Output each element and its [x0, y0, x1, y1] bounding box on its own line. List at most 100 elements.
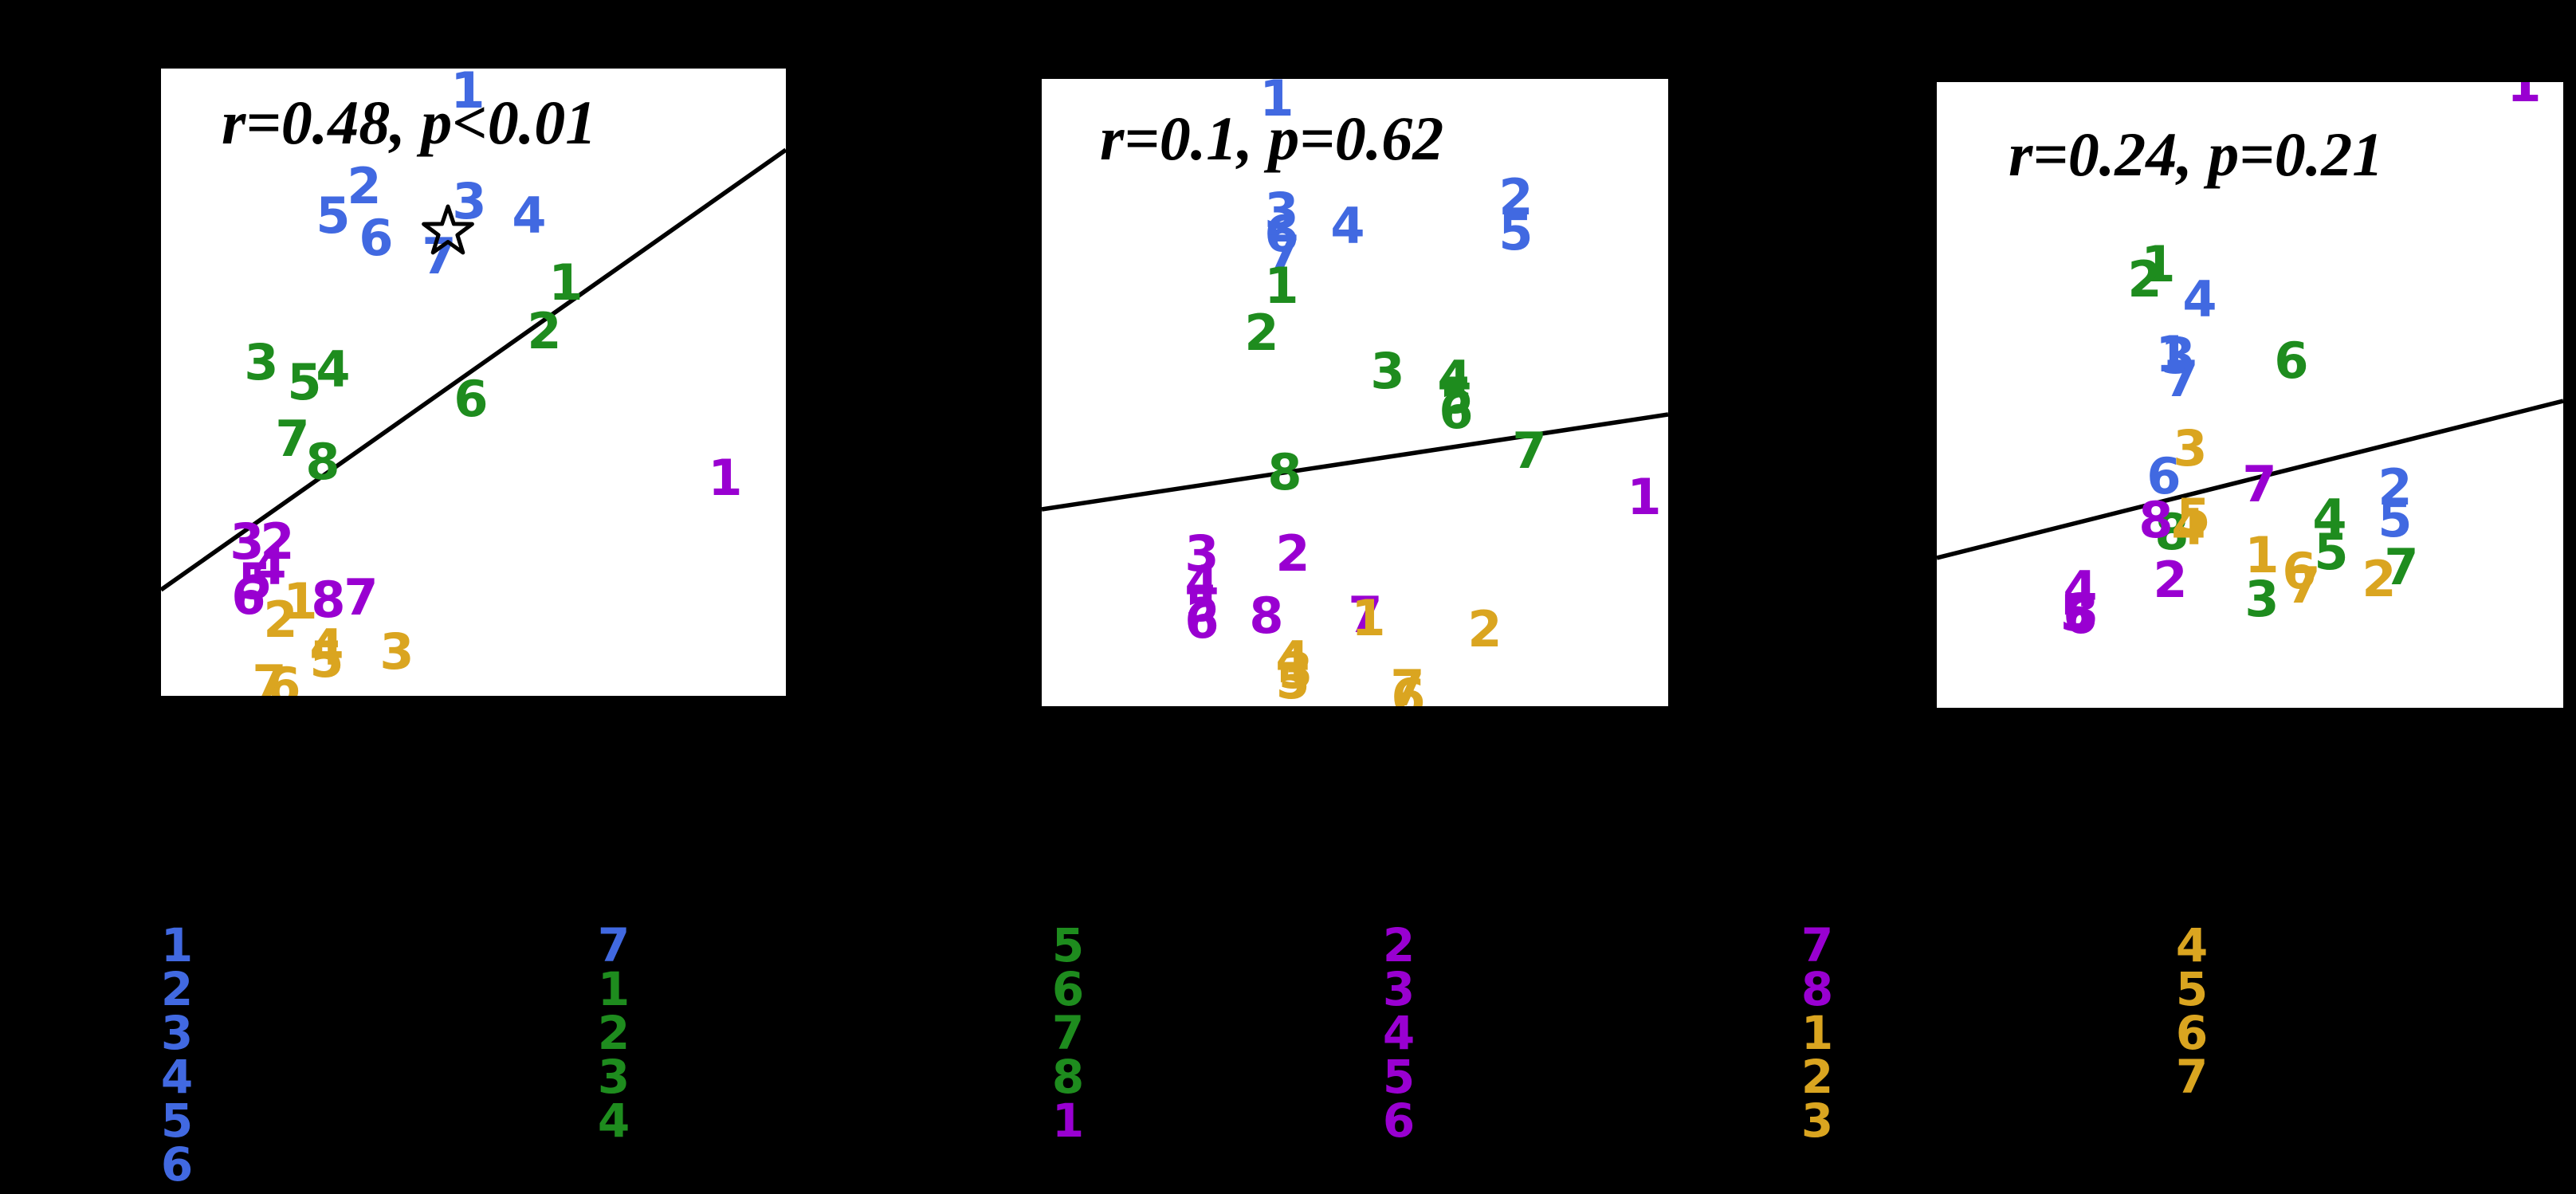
data-point-marker: 4	[2171, 498, 2206, 556]
data-point-marker: 5	[316, 187, 351, 245]
data-point-marker: 2	[1275, 524, 1310, 583]
data-point-marker: 7	[2242, 455, 2277, 513]
data-point-marker: 1	[548, 253, 583, 312]
data-point-marker: 5	[1184, 575, 1219, 633]
legend-item: 6	[2175, 1006, 2209, 1060]
legend-item: 6	[160, 1137, 194, 1192]
legend-item: 3	[160, 1006, 194, 1060]
data-point-marker: 4	[2312, 489, 2347, 547]
star-marker-icon	[422, 204, 474, 255]
data-point-marker: 8	[311, 571, 346, 629]
legend-item: 8	[1800, 962, 1834, 1016]
data-point-marker: 4	[1330, 197, 1365, 255]
data-point-marker: 2	[1244, 304, 1279, 362]
regression-line	[1042, 412, 1668, 512]
data-point-marker: 4	[309, 619, 344, 677]
data-point-marker: 6	[2146, 447, 2181, 505]
data-point-marker: 1	[708, 449, 743, 507]
data-point-marker: 5	[2378, 490, 2413, 548]
data-point-marker: 1	[2244, 526, 2280, 584]
data-point-marker: 2	[2127, 250, 2162, 308]
data-point-marker: 3	[1264, 182, 1299, 240]
data-point-marker: 3	[1278, 642, 1314, 700]
legend-item: 5	[2175, 962, 2209, 1016]
legend-item: 2	[160, 962, 194, 1016]
data-point-marker: 2	[1498, 168, 1533, 226]
data-point-marker: 2	[2153, 551, 2188, 609]
data-point-marker: 3	[2244, 570, 2280, 628]
legend-item: 8	[1051, 1050, 1085, 1104]
data-point-marker: 1	[2155, 325, 2190, 383]
data-point-marker: 3	[2173, 419, 2208, 477]
data-point-marker: 3	[452, 172, 487, 230]
regression-line	[1937, 399, 2563, 560]
legend-item: 7	[597, 918, 630, 972]
legend-item: 6	[1051, 962, 1085, 1016]
data-point-marker: 5	[1498, 203, 1533, 261]
correlation-stats-label: r=0.1, p=0.62	[1100, 104, 1444, 173]
data-point-marker: 7	[422, 227, 457, 285]
data-point-marker: 2	[260, 513, 295, 571]
data-point-marker: 2	[1467, 600, 1502, 658]
data-point-marker: 1	[283, 572, 318, 630]
legend-item: 1	[160, 918, 194, 972]
legend-item: 1	[597, 962, 630, 1016]
data-point-marker: 3	[244, 333, 279, 391]
legend-item: 4	[597, 1094, 630, 1148]
legend-item: 6	[1382, 1094, 1416, 1148]
data-point-marker: 1	[1627, 468, 1662, 526]
data-point-marker: 7	[2384, 538, 2419, 596]
data-point-marker: 7	[1348, 586, 1383, 644]
legend-item: 2	[1382, 918, 1416, 972]
data-point-marker: 3	[1184, 524, 1219, 583]
data-point-marker: 6	[231, 568, 266, 626]
data-point-marker: 4	[2182, 270, 2217, 328]
data-point-marker: 5	[2314, 523, 2349, 581]
correlation-stats-label: r=0.24, p=0.21	[2009, 120, 2384, 189]
data-point-marker: 5	[2060, 584, 2095, 642]
data-point-marker: 3	[1370, 342, 1405, 400]
data-point-marker: 1	[1351, 589, 1386, 647]
data-point-marker: 6	[2274, 332, 2309, 390]
data-point-marker: 8	[2138, 491, 2174, 549]
data-point-marker: 1	[2507, 82, 2542, 113]
data-point-marker: 2	[263, 591, 298, 649]
data-point-marker: 2	[2362, 550, 2397, 608]
data-point-marker: 5	[1275, 652, 1310, 706]
legend-item: 4	[2175, 918, 2209, 972]
data-point-marker: 2	[2378, 458, 2413, 516]
legend-item: 1	[1051, 1094, 1085, 1148]
legend-item: 3	[597, 1050, 630, 1104]
data-point-marker: 6	[359, 209, 394, 267]
data-point-marker: 3	[2161, 327, 2196, 385]
data-point-marker: 7	[275, 410, 310, 468]
data-point-marker: 4	[1184, 555, 1219, 613]
data-point-marker: 6	[1264, 205, 1299, 263]
data-point-marker: 3	[379, 623, 414, 681]
data-point-marker: 4	[512, 187, 547, 245]
data-point-marker: 8	[2154, 503, 2189, 561]
legend-item: 2	[597, 1006, 630, 1060]
data-point-marker: 8	[305, 433, 340, 491]
data-point-marker: 1	[2141, 235, 2176, 293]
legend-item: 5	[1382, 1050, 1416, 1104]
data-point-marker: 3	[2064, 583, 2099, 641]
data-point-marker: 2	[527, 302, 562, 360]
data-point-marker: 6	[1184, 591, 1219, 650]
legend-item: 5	[1051, 918, 1085, 972]
data-point-marker: 5	[238, 552, 273, 611]
data-point-marker: 8	[1267, 443, 1302, 501]
data-point-marker: 6	[2063, 587, 2098, 645]
data-point-marker: 6	[266, 657, 301, 697]
legend-item: 7	[1051, 1006, 1085, 1060]
data-point-marker: 3	[230, 513, 265, 571]
legend-item: 7	[2175, 1050, 2209, 1104]
correlation-stats-label: r=0.48, p<0.01	[222, 88, 597, 157]
data-point-marker: 8	[1249, 587, 1284, 645]
legend-item: 1	[1800, 1006, 1834, 1060]
data-point-marker: 4	[316, 340, 351, 399]
data-point-marker: 4	[252, 538, 287, 596]
data-point-marker: 5	[287, 353, 322, 411]
